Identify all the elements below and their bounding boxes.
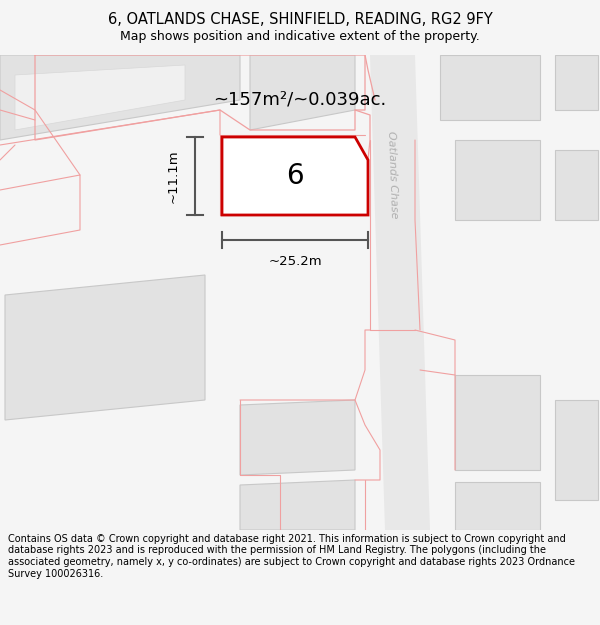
Text: 6, OATLANDS CHASE, SHINFIELD, READING, RG2 9FY: 6, OATLANDS CHASE, SHINFIELD, READING, R… bbox=[107, 12, 493, 27]
Polygon shape bbox=[370, 55, 430, 530]
Polygon shape bbox=[5, 275, 205, 420]
Polygon shape bbox=[0, 55, 240, 140]
Polygon shape bbox=[15, 65, 185, 130]
Polygon shape bbox=[455, 482, 540, 530]
Polygon shape bbox=[440, 55, 540, 120]
Polygon shape bbox=[250, 55, 355, 130]
Polygon shape bbox=[555, 150, 598, 220]
Text: Map shows position and indicative extent of the property.: Map shows position and indicative extent… bbox=[120, 30, 480, 43]
Polygon shape bbox=[240, 480, 355, 530]
Polygon shape bbox=[555, 400, 598, 500]
Polygon shape bbox=[555, 55, 598, 110]
Polygon shape bbox=[240, 400, 355, 475]
Text: ~157m²/~0.039ac.: ~157m²/~0.039ac. bbox=[214, 91, 386, 109]
Polygon shape bbox=[222, 137, 368, 215]
Text: Contains OS data © Crown copyright and database right 2021. This information is : Contains OS data © Crown copyright and d… bbox=[8, 534, 575, 579]
Text: 6: 6 bbox=[286, 162, 304, 190]
Polygon shape bbox=[455, 375, 540, 470]
Text: ~11.1m: ~11.1m bbox=[167, 149, 180, 202]
Polygon shape bbox=[455, 140, 540, 220]
Text: Oatlands Chase: Oatlands Chase bbox=[386, 131, 400, 219]
Text: ~25.2m: ~25.2m bbox=[268, 255, 322, 268]
